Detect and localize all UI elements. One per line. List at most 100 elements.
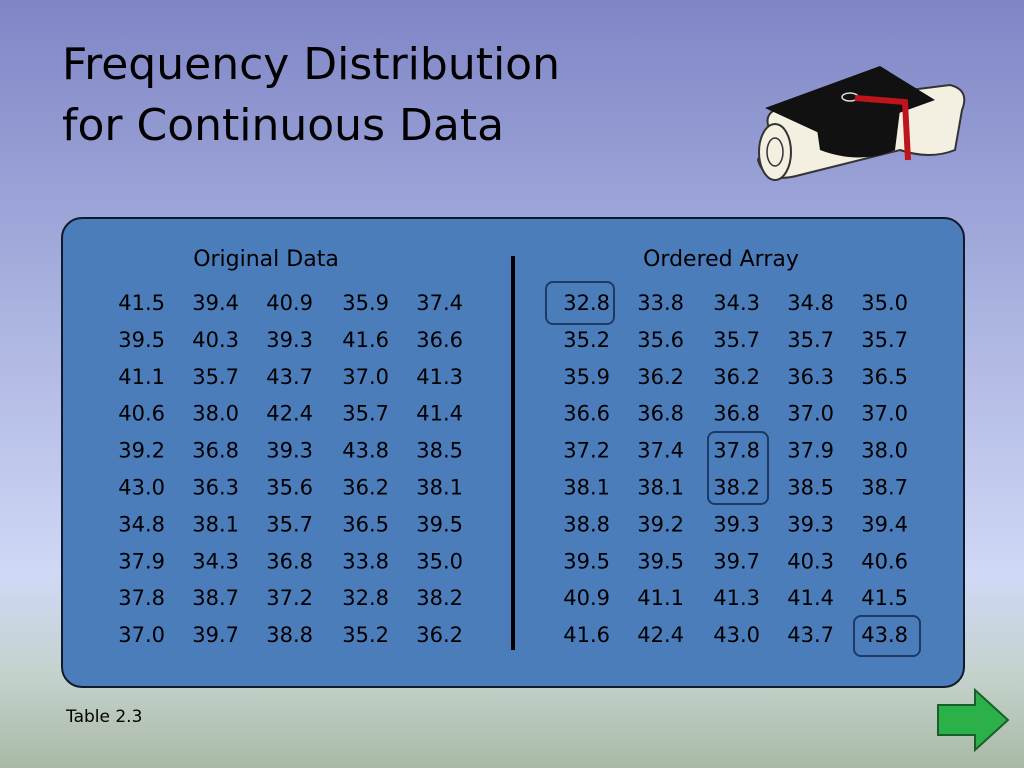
- table-cell: 37.9: [787, 439, 834, 463]
- caption: Table 2.3: [65, 707, 142, 727]
- table-cell: 38.1: [563, 476, 610, 500]
- table-cell: 41.1: [637, 586, 684, 610]
- table-cell: 37.2: [563, 439, 610, 463]
- table-cell: 39.3: [266, 439, 313, 463]
- table-cell: 38.8: [563, 512, 610, 536]
- table-cell: 38.7: [861, 476, 908, 500]
- table-cell: 32.8: [563, 291, 610, 315]
- table-cell: 39.3: [266, 328, 313, 352]
- table-cell: 36.6: [416, 328, 463, 352]
- table-cell: 36.2: [713, 365, 760, 389]
- table-cell: 39.3: [787, 512, 834, 536]
- table-cell: 33.8: [637, 291, 684, 315]
- table-cell: 40.6: [861, 549, 908, 573]
- table-cell: 41.4: [787, 586, 834, 610]
- table-cell: 36.8: [713, 402, 760, 426]
- table-cell: 38.5: [787, 476, 834, 500]
- table-cell: 36.5: [342, 512, 389, 536]
- highlight-box: [545, 281, 615, 325]
- table-cell: 35.7: [192, 365, 239, 389]
- table-cell: 36.6: [563, 402, 610, 426]
- table-cell: 36.8: [266, 549, 313, 573]
- table-cell: 35.2: [342, 623, 389, 647]
- table-cell: 40.3: [787, 549, 834, 573]
- table-cell: 37.0: [118, 623, 165, 647]
- table-cell: 36.3: [787, 365, 834, 389]
- table-cell: 35.7: [266, 512, 313, 536]
- table-cell: 38.8: [266, 623, 313, 647]
- table-cell: 39.4: [192, 291, 239, 315]
- table-cell: 41.3: [713, 586, 760, 610]
- table-cell: 36.2: [416, 623, 463, 647]
- table-cell: 36.2: [342, 476, 389, 500]
- table-cell: 41.5: [861, 586, 908, 610]
- table-cell: 43.7: [266, 365, 313, 389]
- table-cell: 37.8: [118, 586, 165, 610]
- table-heading: Original Data: [193, 247, 339, 272]
- table-cell: 38.7: [192, 586, 239, 610]
- table-cell: 36.8: [192, 439, 239, 463]
- table-cell: 41.3: [416, 365, 463, 389]
- table-cell: 36.8: [637, 402, 684, 426]
- table-cell: 38.0: [861, 439, 908, 463]
- title-line: for Continuous Data: [62, 100, 504, 151]
- table-cell: 39.3: [713, 512, 760, 536]
- table-cell: 43.8: [342, 439, 389, 463]
- graduation-icon: [756, 66, 966, 181]
- table-cell: 39.5: [416, 512, 463, 536]
- table-cell: 41.1: [118, 365, 165, 389]
- table-cell: 41.5: [118, 291, 165, 315]
- table-cell: 39.5: [118, 328, 165, 352]
- table-cell: 40.9: [563, 586, 610, 610]
- table-cell: 39.4: [861, 512, 908, 536]
- next-button[interactable]: [937, 687, 1010, 753]
- table-cell: 37.9: [118, 549, 165, 573]
- table-cell: 43.7: [787, 623, 834, 647]
- table-cell: 41.6: [342, 328, 389, 352]
- highlight-box: [853, 615, 921, 657]
- table-cell: 43.0: [713, 623, 760, 647]
- table-cell: 38.1: [416, 476, 463, 500]
- table-cell: 35.6: [266, 476, 313, 500]
- table-cell: 40.6: [118, 402, 165, 426]
- table-cell: 38.1: [637, 476, 684, 500]
- table-cell: 43.8: [861, 623, 908, 647]
- table-cell: 35.7: [713, 328, 760, 352]
- table-cell: 35.9: [342, 291, 389, 315]
- table-cell: 39.7: [713, 549, 760, 573]
- table-cell: 34.8: [118, 512, 165, 536]
- table-cell: 42.4: [266, 402, 313, 426]
- table-cell: 37.0: [342, 365, 389, 389]
- table-cell: 35.7: [861, 328, 908, 352]
- table-heading: Ordered Array: [643, 247, 799, 272]
- table-cell: 39.2: [118, 439, 165, 463]
- table-cell: 38.2: [713, 476, 760, 500]
- table-cell: 37.4: [637, 439, 684, 463]
- table-cell: 37.4: [416, 291, 463, 315]
- highlight-box: [707, 431, 769, 505]
- table-cell: 39.5: [637, 549, 684, 573]
- table-cell: 38.2: [416, 586, 463, 610]
- table-cell: 35.0: [416, 549, 463, 573]
- table-cell: 42.4: [637, 623, 684, 647]
- table-cell: 35.7: [342, 402, 389, 426]
- table-cell: 39.5: [563, 549, 610, 573]
- table-cell: 35.0: [861, 291, 908, 315]
- table-cell: 35.7: [787, 328, 834, 352]
- table-cell: 36.3: [192, 476, 239, 500]
- table-cell: 36.2: [637, 365, 684, 389]
- table-cell: 35.9: [563, 365, 610, 389]
- table-cell: 35.2: [563, 328, 610, 352]
- table-cell: 35.6: [637, 328, 684, 352]
- table-cell: 38.0: [192, 402, 239, 426]
- table-cell: 38.1: [192, 512, 239, 536]
- table-cell: 37.0: [861, 402, 908, 426]
- title-line: Frequency Distribution: [62, 39, 560, 90]
- table-cell: 40.3: [192, 328, 239, 352]
- table-cell: 33.8: [342, 549, 389, 573]
- table-cell: 39.2: [637, 512, 684, 536]
- table-cell: 39.7: [192, 623, 239, 647]
- table-cell: 34.8: [787, 291, 834, 315]
